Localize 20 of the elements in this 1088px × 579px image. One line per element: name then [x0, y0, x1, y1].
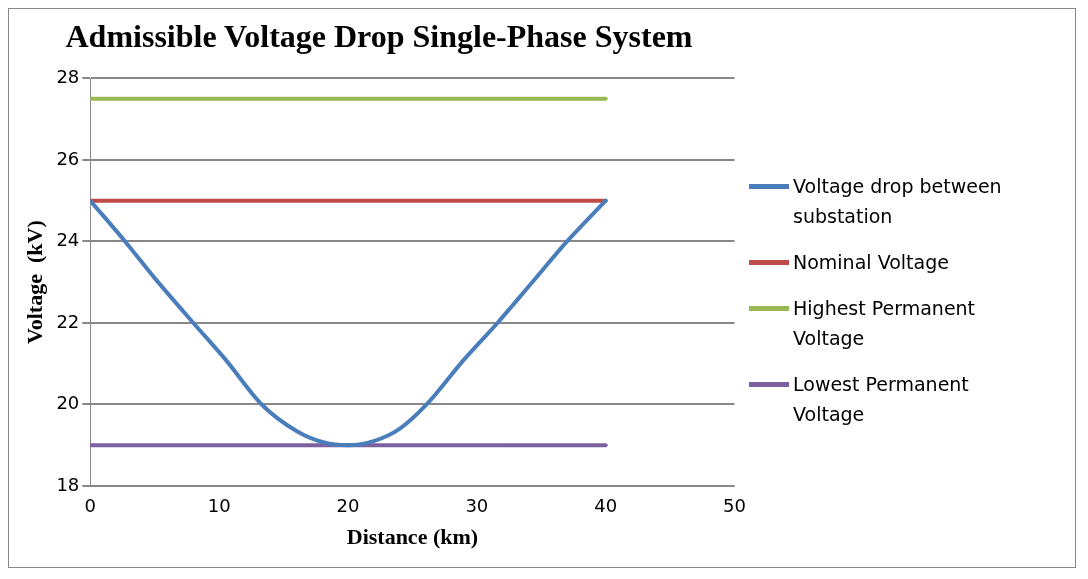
- x-tick-label: 30: [465, 495, 489, 517]
- y-tick-label: 24: [56, 229, 80, 251]
- x-tick-label: 40: [594, 495, 618, 517]
- line-series: [90, 198, 608, 448]
- x-tick-label: 10: [207, 495, 231, 517]
- x-tick-label: 50: [723, 495, 746, 517]
- y-tick-label: 18: [56, 473, 80, 495]
- x-axis-title: Distance (km): [346, 524, 479, 550]
- y-tick-label: 22: [56, 310, 80, 332]
- legend-label: Lowest Permanent Voltage: [793, 372, 970, 427]
- y-tick-label: 28: [56, 66, 80, 88]
- y-axis-title: Voltage (kV): [21, 220, 47, 345]
- legend-label: Nominal Voltage: [793, 250, 950, 275]
- y-tick-label: 20: [56, 392, 80, 414]
- legend-label: Voltage drop between substation: [793, 174, 1003, 229]
- legend-label: Highest Permanent Voltage: [793, 296, 977, 351]
- y-tick-label: 26: [56, 147, 80, 169]
- chart-title: Admissible Voltage Drop Single-Phase System: [65, 18, 693, 55]
- x-tick-label: 0: [84, 495, 97, 517]
- x-tick-label: 20: [336, 495, 360, 517]
